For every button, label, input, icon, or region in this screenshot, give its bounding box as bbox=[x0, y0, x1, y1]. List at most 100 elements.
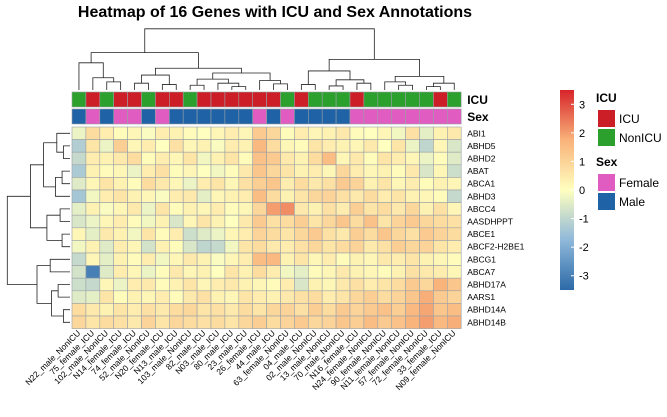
heatmap-cell bbox=[182, 189, 198, 203]
heatmap-cell bbox=[210, 139, 226, 153]
heatmap-cell bbox=[182, 151, 198, 166]
heatmap-cell bbox=[446, 177, 462, 191]
icu-track-label: ICU bbox=[467, 93, 488, 107]
sex-annotation-cell bbox=[294, 108, 309, 125]
heatmap-cell bbox=[419, 303, 434, 317]
heatmap-cell bbox=[113, 277, 128, 292]
row-label: ABI1 bbox=[467, 128, 486, 138]
heatmap-cell bbox=[71, 202, 87, 216]
dendrogram-branch bbox=[161, 84, 177, 90]
heatmap-cell bbox=[238, 126, 254, 140]
heatmap-cell bbox=[266, 277, 281, 292]
heatmap-cell bbox=[349, 177, 365, 191]
dendrogram-branch bbox=[55, 177, 70, 197]
icu-annotation-cell bbox=[363, 91, 379, 108]
heatmap-cell bbox=[85, 290, 101, 304]
heatmap-cell bbox=[169, 315, 184, 329]
heatmap-cell bbox=[238, 177, 254, 191]
heatmap-cell bbox=[238, 164, 254, 178]
legend-title: Sex bbox=[596, 155, 618, 169]
heatmap-cell bbox=[294, 202, 309, 216]
heatmap-cell bbox=[446, 315, 462, 329]
heatmap-cell bbox=[377, 277, 392, 292]
sex-annotation-cell bbox=[280, 108, 295, 125]
icu-annotation-cell bbox=[391, 91, 406, 108]
heatmap-cell bbox=[238, 315, 254, 329]
heatmap-cell bbox=[419, 227, 434, 241]
heatmap-cell bbox=[252, 315, 267, 329]
heatmap-cell bbox=[363, 277, 379, 292]
heatmap-cell bbox=[196, 303, 212, 317]
heatmap-cell bbox=[377, 315, 392, 329]
row-label: AASDHPPT bbox=[467, 217, 513, 227]
heatmap-cell bbox=[155, 315, 170, 329]
heatmap-cell bbox=[71, 189, 87, 203]
heatmap-cell bbox=[349, 214, 365, 229]
heatmap-cell bbox=[252, 265, 267, 279]
icu-annotation-cell bbox=[169, 91, 184, 108]
heatmap-cell bbox=[99, 164, 115, 178]
heatmap-cell bbox=[182, 240, 198, 254]
heatmap-cell bbox=[210, 177, 226, 191]
heatmap-cell bbox=[127, 151, 142, 166]
row-label: ABCA7 bbox=[467, 267, 495, 277]
heatmap-cell bbox=[210, 240, 226, 254]
heatmap-cells bbox=[71, 126, 462, 329]
heatmap-cell bbox=[85, 189, 101, 203]
heatmap-cell bbox=[321, 290, 337, 304]
heatmap-cell bbox=[141, 177, 156, 191]
heatmap-cell bbox=[182, 164, 198, 178]
heatmap-cell bbox=[377, 240, 392, 254]
heatmap-cell bbox=[210, 315, 226, 329]
heatmap-cell bbox=[113, 151, 128, 166]
heatmap-cell bbox=[85, 164, 101, 178]
heatmap-cell bbox=[307, 303, 323, 317]
heatmap-cell bbox=[169, 290, 184, 304]
legend-swatch bbox=[598, 174, 615, 191]
heatmap-cell bbox=[141, 265, 156, 279]
heatmap-cell bbox=[266, 151, 281, 166]
heatmap-cell bbox=[210, 189, 226, 203]
heatmap-cell bbox=[127, 189, 142, 203]
heatmap-cell bbox=[210, 265, 226, 279]
heatmap-cell bbox=[335, 265, 351, 279]
heatmap-cell bbox=[377, 290, 392, 304]
heatmap-cell bbox=[419, 126, 434, 140]
row-label: ABHD14A bbox=[467, 305, 506, 315]
heatmap-cell bbox=[335, 252, 351, 266]
heatmap-cell bbox=[335, 315, 351, 329]
heatmap-cell bbox=[363, 290, 379, 304]
icu-annotation-cell bbox=[210, 91, 226, 108]
heatmap-cell bbox=[321, 164, 337, 178]
heatmap-cell bbox=[99, 290, 115, 304]
dendrogram-branch bbox=[259, 80, 281, 90]
heatmap-cell bbox=[252, 164, 267, 178]
row-dendrogram bbox=[6, 132, 70, 323]
heatmap-cell bbox=[182, 252, 198, 266]
dendrogram-branch bbox=[59, 208, 70, 222]
heatmap-cell bbox=[446, 214, 462, 229]
heatmap-cell bbox=[363, 227, 379, 241]
heatmap-cell bbox=[155, 202, 170, 216]
heatmap-cell bbox=[252, 139, 267, 153]
heatmap-cell bbox=[349, 126, 365, 140]
heatmap-cell bbox=[391, 202, 406, 216]
heatmap-cell bbox=[224, 202, 240, 216]
legend-title: ICU bbox=[596, 91, 617, 105]
heatmap-cell bbox=[335, 240, 351, 254]
heatmap-cell bbox=[99, 315, 115, 329]
heatmap-cell bbox=[405, 227, 420, 241]
heatmap-cell bbox=[196, 189, 212, 203]
heatmap-cell bbox=[405, 252, 420, 266]
heatmap-cell bbox=[224, 315, 240, 329]
heatmap-cell bbox=[169, 227, 184, 241]
sex-annotation-cell bbox=[99, 108, 115, 125]
heatmap-cell bbox=[210, 164, 226, 178]
dendrogram-branch bbox=[30, 164, 47, 229]
dendrogram-branch bbox=[231, 86, 247, 90]
heatmap-cell bbox=[321, 265, 337, 279]
row-label: ABAT bbox=[467, 166, 489, 176]
heatmap-cell bbox=[405, 214, 420, 229]
heatmap-cell bbox=[169, 277, 184, 292]
row-label: ABHD14B bbox=[467, 317, 506, 327]
